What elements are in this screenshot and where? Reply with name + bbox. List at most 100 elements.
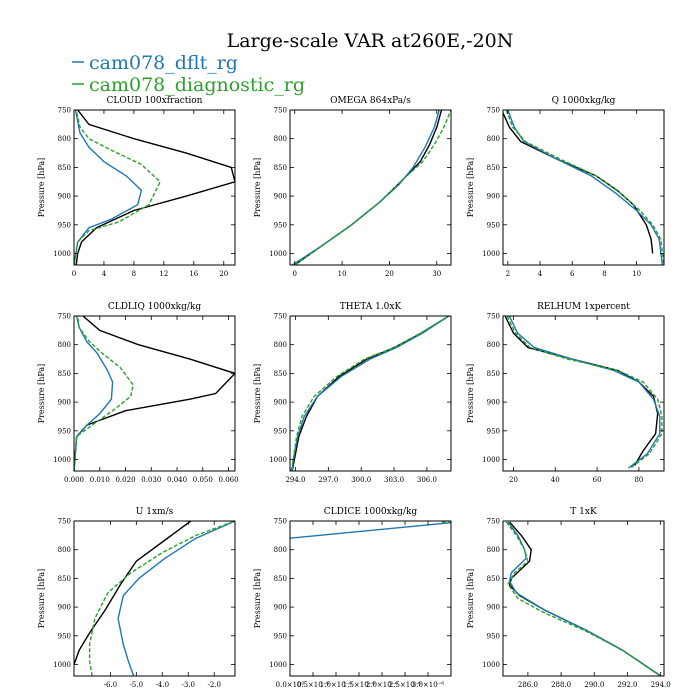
- x-tick-label: 10: [632, 270, 641, 278]
- panel-1: OMEGA 864xPa/s Pressure [hPa] 750 800 850 900…: [253, 96, 452, 278]
- y-tick-label: 750: [58, 313, 71, 321]
- series-line-black: [508, 521, 662, 676]
- series-line-cam078-dflt-rg: [74, 316, 114, 471]
- series-line-cam078-dflt-rg: [74, 110, 143, 265]
- series-line-cam078-diagnostic-rg: [74, 316, 134, 471]
- x-tick-label: 0.030: [141, 476, 161, 484]
- plot-frame: [73, 520, 236, 677]
- y-tick-label: 850: [58, 370, 71, 378]
- y-tick-label: 900: [58, 399, 71, 407]
- y-tick-label: 850: [274, 164, 287, 172]
- y-tick-label: 850: [58, 164, 71, 172]
- plot-frame: [502, 109, 665, 266]
- x-tick-label: 0: [293, 270, 297, 278]
- y-tick-label: 1000: [269, 250, 287, 258]
- panel-title: OMEGA 864xPa/s: [330, 96, 411, 106]
- y-tick-label: 950: [274, 632, 287, 640]
- y-tick-label: 800: [58, 546, 71, 554]
- y-axis-label: Pressure [hPa]: [37, 364, 46, 424]
- series-line-cam078-dflt-rg: [507, 110, 664, 265]
- x-tick-label: 0.0×10⁰: [276, 681, 305, 689]
- panel-5: RELHUM 1xpercent Pressure [hPa] 750 800 850 9…: [466, 302, 665, 484]
- y-tick-label: 750: [487, 107, 500, 115]
- series-group: [503, 110, 664, 265]
- y-tick-label: 800: [487, 546, 500, 554]
- y-tick-label: 800: [274, 341, 287, 349]
- y-tick-label: 750: [58, 518, 71, 526]
- x-tick-label: 0.000: [64, 476, 84, 484]
- panel-title: T 1xK: [570, 507, 597, 517]
- y-tick-label: 800: [487, 135, 500, 143]
- y-tick-label: 900: [487, 193, 500, 201]
- x-tick-label: 12: [159, 270, 168, 278]
- y-tick-label: 800: [58, 135, 71, 143]
- x-tick-label: 20: [219, 270, 228, 278]
- x-tick-label: 20: [385, 270, 394, 278]
- series-group: [74, 316, 235, 471]
- x-tick-label: 290.0: [584, 681, 604, 689]
- series-line-black: [74, 521, 192, 665]
- y-tick-label: 850: [274, 575, 287, 583]
- legend: cam078_dflt_rg cam078_diagnostic_rg: [72, 52, 305, 96]
- y-tick-label: 850: [487, 575, 500, 583]
- panel-title: RELHUM 1xpercent: [537, 302, 630, 312]
- x-tick-label: 0.040: [167, 476, 187, 484]
- y-tick-label: 850: [487, 164, 500, 172]
- y-tick-label: 950: [487, 221, 500, 229]
- y-tick-label: 1000: [482, 661, 500, 669]
- y-axis-label: Pressure [hPa]: [253, 569, 262, 629]
- y-tick-label: 1000: [269, 661, 287, 669]
- x-tick-label: 294.0: [285, 476, 305, 484]
- series-group: [290, 316, 450, 471]
- series-line-black: [503, 112, 654, 254]
- x-tick-label: 292.0: [617, 681, 637, 689]
- y-axis-label: Pressure [hPa]: [37, 158, 46, 218]
- y-axis-label: Pressure [hPa]: [37, 569, 46, 629]
- panel-title: CLDLIQ 1000xkg/kg: [108, 302, 202, 312]
- series-line-cam078-dflt-rg: [117, 521, 235, 676]
- y-tick-label: 850: [58, 575, 71, 583]
- y-tick-label: 850: [487, 370, 500, 378]
- series-line-cam078-dflt-rg: [290, 522, 451, 539]
- plot-frame: [289, 315, 452, 472]
- x-tick-label: 1.5×10⁻⁶: [343, 681, 376, 689]
- x-tick-label: 306.0: [417, 476, 437, 484]
- x-tick-label: 8: [602, 270, 606, 278]
- panel-2: Q 1000xkg/kg Pressure [hPa] 750 800 850 900 95…: [466, 96, 665, 278]
- series-line-cam078-dflt-rg: [507, 521, 662, 676]
- x-tick-label: 2: [506, 270, 510, 278]
- panel-title: CLOUD 100xfraction: [107, 96, 203, 106]
- series-group: [504, 316, 663, 469]
- y-tick-label: 750: [487, 313, 500, 321]
- series-line-cam078-diagnostic-rg: [294, 110, 451, 265]
- series-line-cam078-diagnostic-rg: [88, 521, 235, 676]
- x-tick-label: 0.020: [115, 476, 135, 484]
- x-tick-label: 303.0: [384, 476, 404, 484]
- x-tick-label: 60: [593, 476, 602, 484]
- series-line-cam078-diagnostic-rg: [74, 110, 161, 265]
- y-tick-label: 950: [58, 632, 71, 640]
- x-tick-label: 80: [634, 476, 643, 484]
- y-tick-label: 950: [487, 427, 500, 435]
- legend-label-dflt: cam078_dflt_rg: [89, 52, 238, 74]
- series-line-cam078-dflt-rg: [508, 316, 661, 469]
- x-tick-label: 300.0: [351, 476, 371, 484]
- y-tick-label: 950: [274, 427, 287, 435]
- x-tick-label: 30: [432, 270, 441, 278]
- x-tick-label: 288.0: [551, 681, 571, 689]
- panel-0: CLOUD 100xfraction Pressure [hPa] 750 800 85…: [37, 96, 236, 278]
- series-line-cam078-diagnostic-rg: [505, 521, 662, 676]
- y-tick-label: 900: [274, 604, 287, 612]
- y-axis-label: Pressure [hPa]: [253, 364, 262, 424]
- y-tick-label: 900: [58, 604, 71, 612]
- x-tick-label: 20: [509, 476, 518, 484]
- x-tick-label: 286.0: [518, 681, 538, 689]
- y-tick-label: 950: [274, 221, 287, 229]
- panel-8: T 1xK Pressure [hPa] 750 800 850 900 950 1000 28…: [466, 507, 671, 689]
- y-tick-label: 800: [274, 546, 287, 554]
- y-tick-label: 750: [274, 313, 287, 321]
- panel-title: CLDICE 1000xkg/kg: [324, 507, 418, 517]
- series-line-black: [294, 110, 443, 265]
- series-line-cam078-diagnostic-rg: [506, 316, 663, 469]
- plot-frame: [502, 315, 665, 472]
